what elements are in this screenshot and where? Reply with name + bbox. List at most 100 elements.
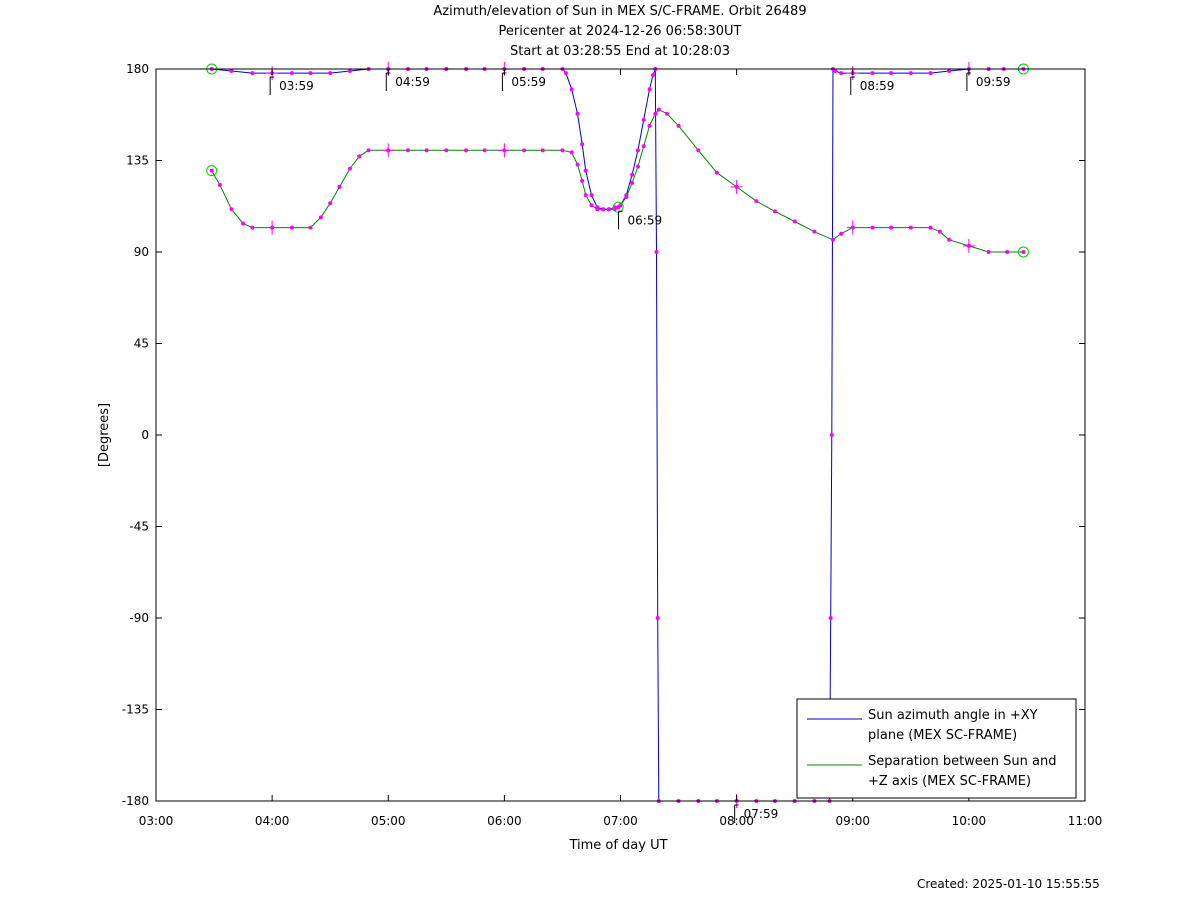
data-point-separation [792, 219, 797, 224]
data-point-separation [328, 201, 333, 206]
y-tick-label: 0 [141, 428, 149, 442]
data-point-separation [947, 237, 952, 242]
data-point-separation [647, 123, 652, 128]
series-line-separation [211, 109, 1024, 253]
data-point-azimuth [641, 117, 646, 122]
data-point-separation [831, 237, 836, 242]
data-point-separation [217, 182, 222, 187]
data-point-separation [696, 148, 701, 153]
data-point-azimuth [839, 71, 844, 76]
data-point-separation [209, 168, 214, 173]
data-point-separation [575, 162, 580, 167]
y-tick-label: 45 [134, 337, 149, 351]
legend-label-separation: Separation between Sun and [868, 754, 1056, 769]
data-point-separation [641, 144, 646, 149]
data-point-azimuth [651, 73, 656, 78]
x-tick-label: 09:00 [835, 814, 870, 828]
data-point-separation [522, 148, 527, 153]
data-point-azimuth [947, 69, 952, 74]
data-point-separation [908, 225, 913, 230]
data-point-separation [580, 178, 585, 183]
data-point-separation [656, 107, 661, 112]
data-point-separation [250, 225, 255, 230]
data-point-separation [1021, 250, 1026, 254]
data-point-separation [366, 148, 371, 153]
data-point-separation [928, 225, 933, 230]
data-point-separation [653, 111, 658, 116]
data-point-azimuth [563, 71, 568, 76]
data-point-separation [889, 225, 894, 230]
data-point-azimuth [589, 193, 594, 198]
data-point-separation [540, 148, 545, 153]
data-point-separation [229, 207, 234, 212]
data-point-azimuth [928, 71, 933, 76]
data-point-separation [772, 209, 777, 214]
x-tick-label: 11:00 [1068, 814, 1103, 828]
endpoint-marker [1017, 246, 1029, 258]
legend-label-azimuth: plane (MEX SC-FRAME) [868, 728, 1017, 743]
annotation-label: 07:59 [744, 807, 779, 821]
data-point-separation [464, 148, 469, 153]
y-tick-label: -90 [129, 611, 149, 625]
data-point-separation [289, 225, 294, 230]
x-tick-label: 07:00 [603, 814, 638, 828]
data-point-azimuth [833, 69, 838, 74]
data-point-separation [583, 193, 588, 198]
plot-frame [155, 68, 1086, 802]
legend-label-separation: +Z axis (MEX SC-FRAME) [868, 774, 1031, 789]
data-point-azimuth [828, 616, 833, 620]
x-tick-label: 06:00 [487, 814, 522, 828]
data-point-separation [444, 148, 449, 153]
data-point-azimuth [328, 71, 333, 76]
pericenter-subtitle: Pericenter at 2024-12-26 06:58:30UT [498, 24, 742, 39]
legend-label-azimuth: Sun azimuth angle in +XY [868, 708, 1038, 723]
data-point-azimuth [575, 111, 580, 116]
data-point-separation [569, 150, 574, 155]
data-point-azimuth [829, 433, 834, 437]
created-timestamp: Created: 2025-01-10 15:55:55 [917, 877, 1100, 891]
data-point-separation [839, 231, 844, 236]
data-point-separation [635, 164, 640, 169]
annotation-label: 09:59 [976, 75, 1011, 89]
y-axis-label: [Degrees] [97, 403, 112, 467]
data-point-azimuth [289, 71, 294, 76]
data-point-separation [630, 180, 635, 185]
data-point-separation [337, 184, 342, 189]
annotation-label: 08:59 [860, 79, 895, 93]
data-point-separation [241, 221, 246, 226]
data-point-azimuth [347, 69, 352, 74]
data-point-azimuth [635, 148, 640, 153]
data-point-separation [812, 229, 817, 234]
data-point-separation [986, 250, 991, 254]
legend-box [796, 698, 1077, 799]
x-tick-label: 04:00 [255, 814, 290, 828]
data-point-separation [595, 207, 600, 212]
x-axis-label: Time of day UT [568, 838, 667, 853]
data-point-azimuth [308, 71, 313, 76]
data-point-separation [676, 123, 681, 128]
endpoint-marker [206, 165, 218, 177]
data-point-separation [482, 148, 487, 153]
data-point-azimuth [569, 87, 574, 92]
data-point-separation [405, 148, 410, 153]
data-point-azimuth [889, 71, 894, 76]
data-point-separation [664, 111, 669, 116]
data-point-separation [424, 148, 429, 153]
span-subtitle: Start at 03:28:55 End at 10:28:03 [509, 44, 731, 59]
y-tick-label: -135 [122, 703, 149, 717]
data-point-azimuth [655, 616, 660, 620]
annotation-label: 05:59 [511, 75, 546, 89]
y-tick-label: -180 [122, 794, 149, 808]
data-point-azimuth [583, 168, 588, 173]
annotation-label: 06:59 [628, 213, 663, 227]
data-point-separation [589, 203, 594, 208]
data-point-azimuth [647, 87, 652, 92]
x-tick-label: 03:00 [139, 814, 174, 828]
annotation-label: 04:59 [395, 75, 430, 89]
annotation-label: 03:59 [279, 79, 314, 93]
data-point-separation [754, 199, 759, 204]
y-tick-label: 90 [134, 245, 149, 259]
series-line-azimuth [211, 67, 1024, 802]
data-point-azimuth [580, 142, 585, 147]
data-point-azimuth [250, 71, 255, 76]
